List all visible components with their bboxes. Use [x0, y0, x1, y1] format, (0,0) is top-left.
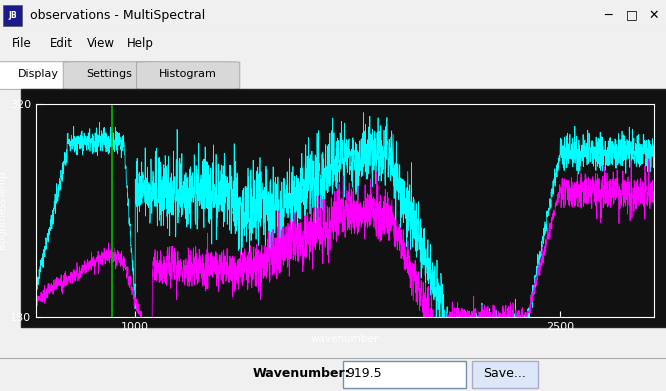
- FancyBboxPatch shape: [0, 62, 84, 90]
- Text: Help: Help: [127, 37, 153, 50]
- FancyBboxPatch shape: [343, 361, 466, 388]
- Text: Edit: Edit: [50, 37, 73, 50]
- Y-axis label: BrightnessTemp: BrightnessTemp: [0, 171, 7, 249]
- Text: 919.5: 919.5: [346, 367, 382, 380]
- Text: observations - MultiSpectral: observations - MultiSpectral: [30, 9, 205, 22]
- Text: File: File: [12, 37, 32, 50]
- FancyBboxPatch shape: [472, 361, 538, 388]
- Text: Histogram: Histogram: [159, 69, 217, 79]
- Text: JB: JB: [9, 11, 17, 20]
- Text: View: View: [87, 37, 115, 50]
- Text: Display: Display: [17, 69, 59, 79]
- FancyBboxPatch shape: [21, 89, 666, 327]
- FancyBboxPatch shape: [137, 62, 240, 90]
- Text: Settings: Settings: [87, 69, 132, 79]
- X-axis label: wavenumber: wavenumber: [311, 334, 379, 344]
- Text: Wavenumber:: Wavenumber:: [253, 367, 351, 380]
- Text: □: □: [625, 9, 637, 22]
- Text: ─: ─: [603, 9, 611, 22]
- FancyBboxPatch shape: [3, 5, 22, 25]
- Text: Save...: Save...: [484, 367, 526, 380]
- FancyBboxPatch shape: [63, 62, 155, 90]
- Text: ✕: ✕: [649, 9, 659, 22]
